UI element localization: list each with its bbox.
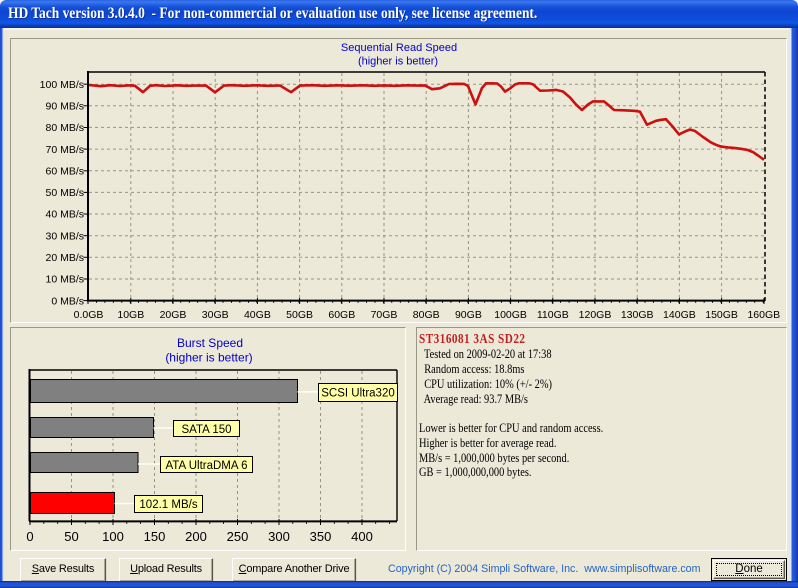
svg-text:Burst Speed: Burst Speed bbox=[177, 336, 243, 350]
svg-text:250: 250 bbox=[227, 529, 249, 544]
svg-text:140GB: 140GB bbox=[663, 309, 696, 321]
svg-text:20 MB/s: 20 MB/s bbox=[45, 252, 84, 264]
svg-text:20GB: 20GB bbox=[160, 309, 187, 321]
svg-text:10GB: 10GB bbox=[117, 309, 144, 321]
svg-text:120GB: 120GB bbox=[579, 309, 612, 321]
svg-text:SATA 150: SATA 150 bbox=[181, 424, 231, 436]
svg-text:80GB: 80GB bbox=[413, 309, 440, 321]
svg-text:50GB: 50GB bbox=[286, 309, 313, 321]
svg-text:Sequential Read Speed: Sequential Read Speed bbox=[341, 42, 457, 54]
svg-text:100 MB/s: 100 MB/s bbox=[40, 79, 84, 91]
svg-text:40 MB/s: 40 MB/s bbox=[45, 209, 84, 221]
svg-text:50 MB/s: 50 MB/s bbox=[45, 187, 84, 199]
svg-text:110GB: 110GB bbox=[537, 309, 569, 321]
svg-text:30 MB/s: 30 MB/s bbox=[45, 230, 84, 242]
svg-text:0.0GB: 0.0GB bbox=[74, 309, 104, 321]
svg-text:90GB: 90GB bbox=[455, 309, 482, 321]
svg-text:60GB: 60GB bbox=[328, 309, 355, 321]
svg-text:(higher is better): (higher is better) bbox=[358, 56, 438, 68]
svg-text:400: 400 bbox=[351, 529, 373, 544]
svg-text:200: 200 bbox=[185, 529, 207, 544]
svg-text:50: 50 bbox=[64, 529, 78, 544]
svg-text:40GB: 40GB bbox=[244, 309, 271, 321]
svg-text:70GB: 70GB bbox=[371, 309, 398, 321]
svg-text:0: 0 bbox=[26, 529, 33, 544]
svg-text:80 MB/s: 80 MB/s bbox=[45, 122, 84, 134]
svg-text:100: 100 bbox=[102, 529, 124, 544]
svg-text:60 MB/s: 60 MB/s bbox=[45, 165, 84, 177]
svg-text:150GB: 150GB bbox=[705, 309, 738, 321]
svg-text:130GB: 130GB bbox=[621, 309, 654, 321]
svg-text:0 MB/s: 0 MB/s bbox=[51, 295, 84, 307]
svg-text:10 MB/s: 10 MB/s bbox=[45, 274, 84, 286]
svg-text:160GB: 160GB bbox=[747, 309, 780, 321]
svg-text:(higher is better): (higher is better) bbox=[165, 351, 252, 365]
svg-text:30GB: 30GB bbox=[202, 309, 229, 321]
svg-text:SCSI Ultra320: SCSI Ultra320 bbox=[321, 388, 395, 400]
svg-text:70 MB/s: 70 MB/s bbox=[45, 144, 84, 156]
svg-text:100GB: 100GB bbox=[494, 309, 527, 321]
svg-text:90 MB/s: 90 MB/s bbox=[45, 101, 84, 113]
svg-text:300: 300 bbox=[268, 529, 290, 544]
svg-text:102.1 MB/s: 102.1 MB/s bbox=[139, 499, 197, 511]
svg-text:ATA UltraDMA 6: ATA UltraDMA 6 bbox=[165, 460, 247, 472]
svg-text:350: 350 bbox=[310, 529, 332, 544]
svg-text:150: 150 bbox=[144, 529, 166, 544]
